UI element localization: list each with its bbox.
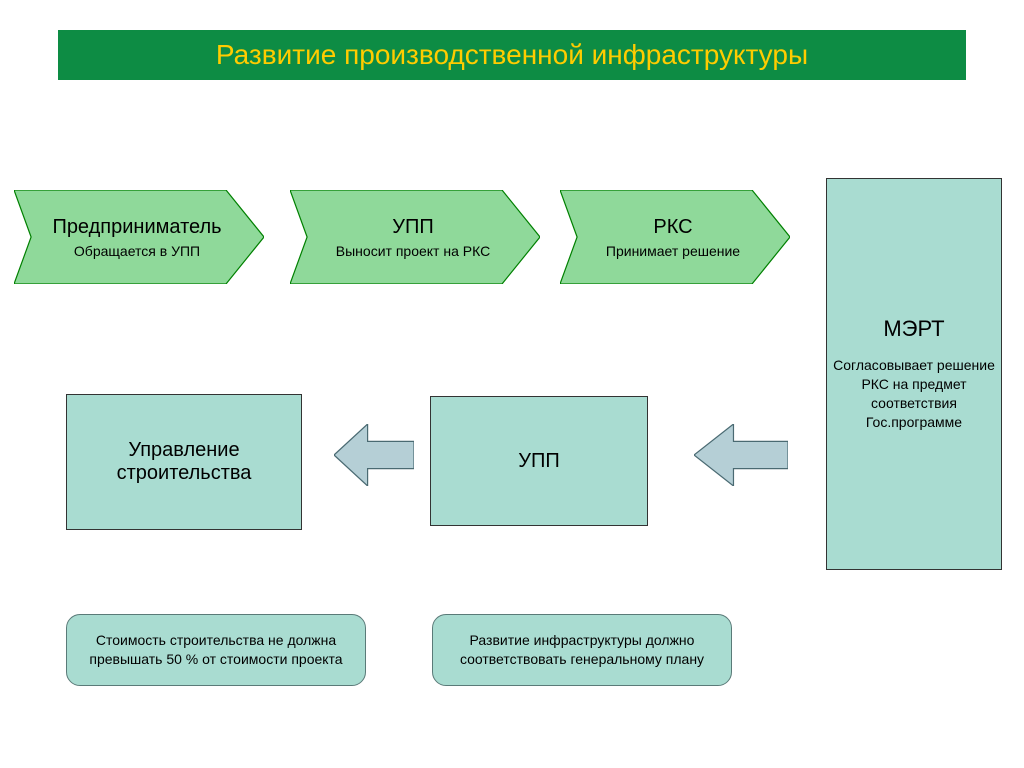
arrow-mert-to-upp — [694, 424, 788, 486]
chevron-step-3: РКС Принимает решение — [560, 190, 790, 284]
chevron-step-1: Предприниматель Обращается в УПП — [14, 190, 264, 284]
note-cost: Стоимость строительства не должна превыш… — [66, 614, 366, 686]
page-title-text: Развитие производственной инфраструктуры — [216, 39, 808, 71]
box-mert-title: МЭРТ — [883, 316, 944, 342]
page-title: Развитие производственной инфраструктуры — [58, 30, 966, 80]
box-upp2-title: УПП — [518, 450, 559, 473]
chevron-step-2: УПП Выносит проект на РКС — [290, 190, 540, 284]
box-mert: МЭРТ Согласовывает решение РКС на предме… — [826, 178, 1002, 570]
chevron-step-3-sub: Принимает решение — [606, 243, 740, 259]
chevron-step-2-sub: Выносит проект на РКС — [336, 243, 490, 259]
box-construction-title: Управление строительства — [73, 439, 295, 485]
arrow-upp-to-constr — [334, 424, 414, 486]
chevron-step-2-title: УПП — [392, 216, 433, 239]
chevron-step-1-sub: Обращается в УПП — [74, 243, 200, 259]
note-plan-text: Развитие инфраструктуры должно соответст… — [445, 631, 719, 669]
note-plan: Развитие инфраструктуры должно соответст… — [432, 614, 732, 686]
chevron-step-3-content: РКС Принимает решение — [560, 190, 790, 284]
arrow-left-icon — [334, 424, 414, 486]
note-cost-text: Стоимость строительства не должна превыш… — [79, 631, 353, 669]
chevron-step-1-title: Предприниматель — [52, 216, 221, 239]
chevron-step-1-content: Предприниматель Обращается в УПП — [14, 190, 264, 284]
box-construction: Управление строительства — [66, 394, 302, 530]
chevron-step-3-title: РКС — [653, 216, 692, 239]
box-mert-sub: Согласовывает решение РКС на предмет соо… — [833, 356, 995, 432]
chevron-step-2-content: УПП Выносит проект на РКС — [290, 190, 540, 284]
arrow-left-icon — [694, 424, 788, 486]
box-upp2: УПП — [430, 396, 648, 526]
